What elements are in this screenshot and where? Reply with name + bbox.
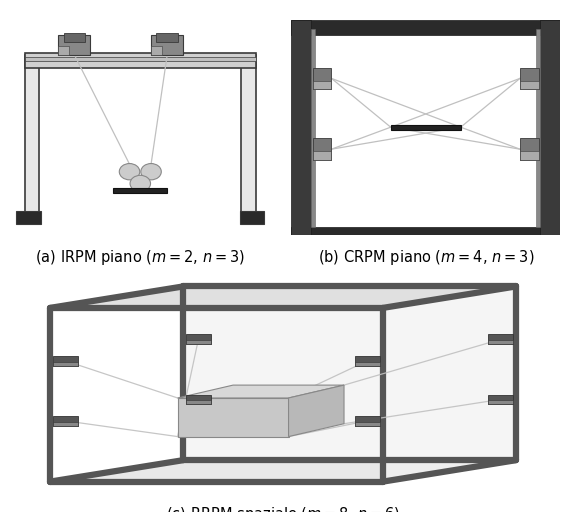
Bar [488,340,513,344]
Bar [355,356,380,366]
Bar [488,334,513,344]
Polygon shape [178,385,344,398]
Bar [24,57,256,61]
Polygon shape [183,286,516,460]
Bar [291,20,311,235]
Circle shape [141,163,161,180]
Bar [53,416,78,425]
Bar [488,400,513,404]
Bar [520,80,539,89]
Bar [240,211,264,224]
Bar [355,416,380,425]
Polygon shape [50,460,516,482]
Circle shape [119,163,140,180]
Bar [536,29,540,227]
Bar [151,35,183,55]
Circle shape [130,175,151,191]
Bar [520,138,539,160]
Bar [312,138,332,160]
Bar [178,398,289,437]
Polygon shape [50,286,516,308]
Bar [24,55,39,214]
Text: (a) IRPM piano ($m = 2$, $n = 3$): (a) IRPM piano ($m = 2$, $n = 3$) [35,248,246,267]
Bar [312,80,332,89]
Bar [355,422,380,425]
Bar [24,53,256,68]
Bar [520,152,539,160]
Bar [58,46,69,55]
Bar [186,340,211,344]
Bar [355,361,380,366]
Bar [113,188,167,193]
Polygon shape [289,385,344,437]
Bar [53,361,78,366]
Bar [312,68,332,89]
Bar [241,55,256,214]
Bar [186,400,211,404]
Bar [156,33,178,42]
Polygon shape [383,286,516,482]
Bar [311,29,315,227]
Bar [540,20,560,235]
Bar [391,124,461,130]
Bar [53,422,78,425]
Bar [16,211,41,224]
Bar [312,152,332,160]
Bar [291,227,560,235]
Bar [186,395,211,404]
Bar [53,356,78,366]
Bar [151,46,162,55]
Bar [186,334,211,344]
Bar [58,35,91,55]
Text: (b) CRPM piano ($m = 4$, $n = 3$): (b) CRPM piano ($m = 4$, $n = 3$) [318,248,534,267]
Text: (c) RRPM spaziale ($m = 8$, $n = 6$): (c) RRPM spaziale ($m = 8$, $n = 6$) [166,505,400,512]
Bar [291,20,560,35]
Bar [24,55,256,214]
Bar [63,33,85,42]
Bar [488,395,513,404]
Bar [520,68,539,89]
Bar [311,36,540,225]
